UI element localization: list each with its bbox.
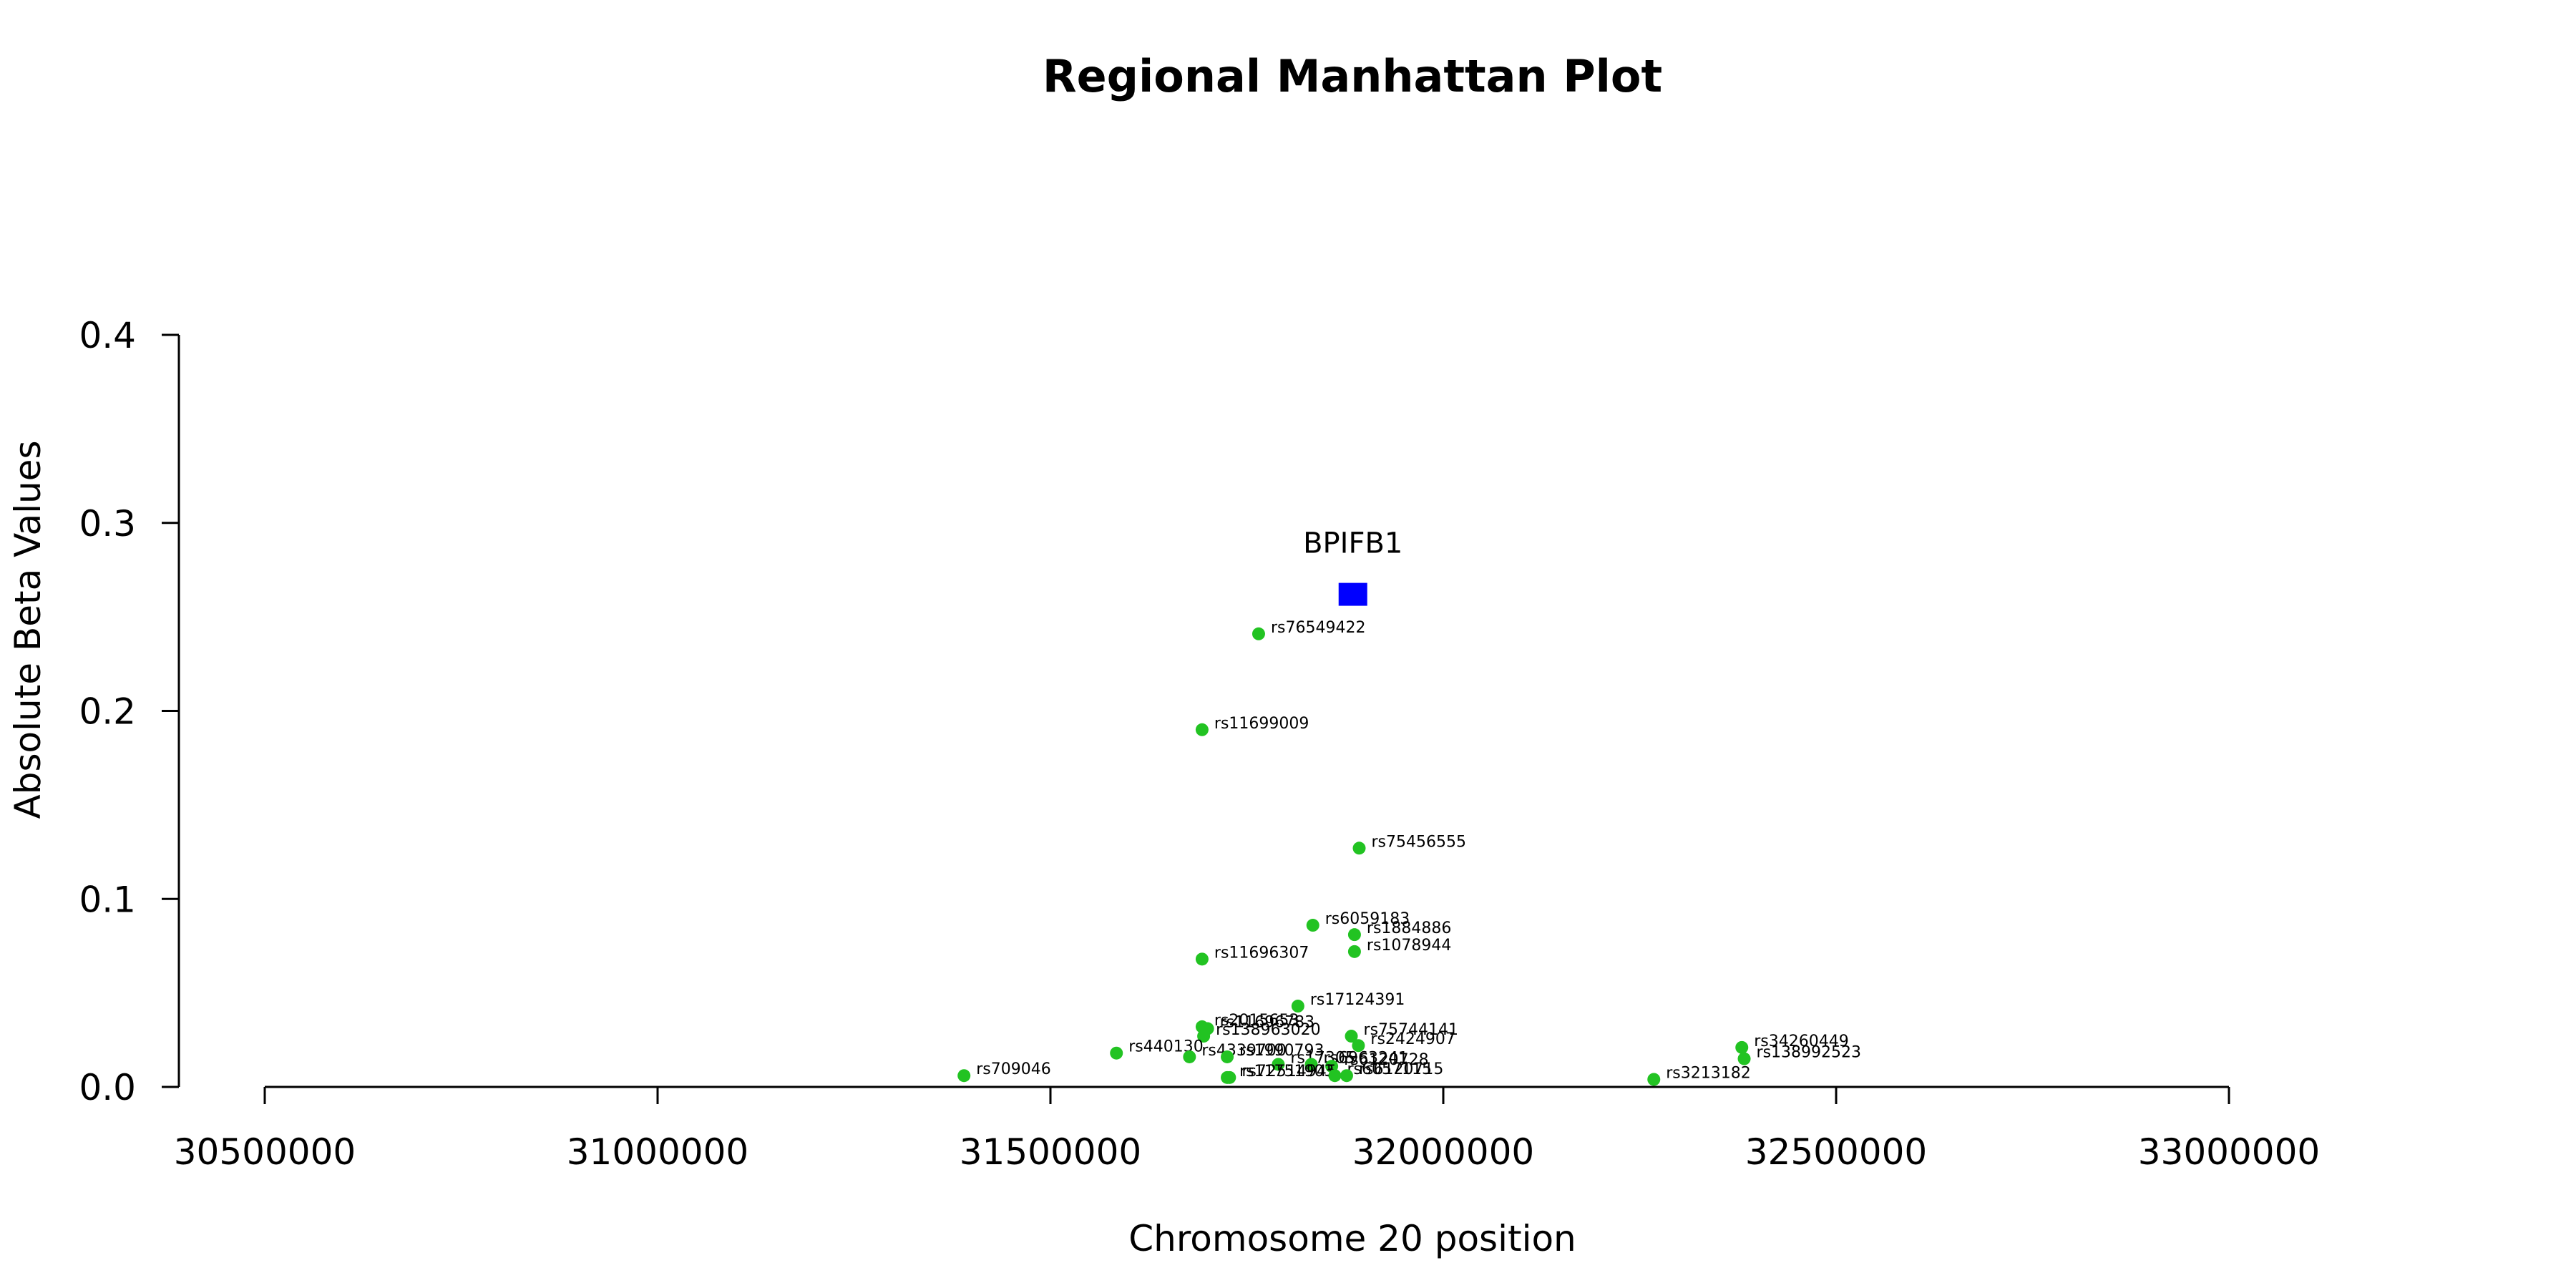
- snp-point: [1735, 1040, 1749, 1054]
- x-tick-label: 32000000: [1352, 1131, 1535, 1173]
- snp-point: [1195, 952, 1209, 966]
- snp-label: rs138992523: [1757, 1044, 1861, 1062]
- snp-label: rs17124391: [1310, 991, 1405, 1009]
- snp-point: [1291, 1000, 1304, 1013]
- snp-point: [1272, 1058, 1285, 1071]
- y-tick-label: 0.2: [79, 691, 136, 733]
- snp-label: rs2424907: [1370, 1030, 1455, 1048]
- snp-point: [1304, 1058, 1318, 1071]
- snp-point: [1197, 1030, 1211, 1043]
- snp-label: rs1078944: [1367, 937, 1452, 955]
- snp-label: rs6057115: [1347, 1060, 1432, 1078]
- snp-label: rs17305: [1290, 1049, 1355, 1067]
- snp-point: [1183, 1050, 1196, 1063]
- snp-point: [1306, 919, 1319, 932]
- snp-point: [1347, 945, 1361, 958]
- snp-point: [1737, 1052, 1751, 1065]
- snp-point: [1223, 1070, 1236, 1084]
- snp-label: rs1884886: [1367, 919, 1452, 937]
- snp-label: rs6120715: [1359, 1060, 1444, 1078]
- snp-point: [1340, 1069, 1353, 1083]
- snp-label: rs4339700: [1201, 1042, 1287, 1060]
- snp-label: rs11696307: [1214, 944, 1309, 962]
- x-tick-label: 32500000: [1745, 1131, 1928, 1173]
- snp-label: rs1990793: [1239, 1042, 1324, 1060]
- gene-marker: [1338, 582, 1367, 606]
- snp-label: rs75456555: [1372, 833, 1466, 851]
- snp-label: rs72514945: [1241, 1063, 1336, 1080]
- plot-marks: rs76549422rs11699009rs75456555rs6059183r…: [957, 527, 1861, 1086]
- x-tick-label: 33000000: [2138, 1131, 2321, 1173]
- snp-point: [1110, 1046, 1123, 1060]
- snp-point: [957, 1069, 971, 1083]
- snp-label: rs6120728: [1344, 1051, 1429, 1069]
- x-axis-label: Chromosome 20 position: [1128, 1218, 1576, 1259]
- snp-label: rs11699009: [1214, 715, 1309, 733]
- y-axis-label: Absolute Beta Values: [7, 441, 49, 819]
- snp-label: rs138963020: [1216, 1021, 1320, 1039]
- y-tick-label: 0.4: [79, 315, 136, 356]
- snp-point: [1347, 928, 1361, 942]
- y-tick-label: 0.0: [79, 1067, 136, 1108]
- x-tick-label: 31000000: [567, 1131, 749, 1173]
- snp-point: [1252, 627, 1265, 640]
- snp-point: [1195, 723, 1209, 736]
- y-tick-label: 0.3: [79, 503, 136, 545]
- snp-point: [1352, 1039, 1365, 1053]
- snp-point: [1221, 1050, 1234, 1063]
- snp-label: rs75744141: [1364, 1021, 1458, 1039]
- chart-title: Regional Manhattan Plot: [1043, 50, 1662, 102]
- snp-label: rs11751903: [1239, 1063, 1334, 1080]
- y-tick-label: 0.1: [79, 879, 136, 920]
- snp-point: [1352, 841, 1366, 855]
- snp-label: rs11696783: [1220, 1014, 1314, 1032]
- snp-label: rs76549422: [1271, 619, 1365, 637]
- x-tick-label: 30500000: [174, 1131, 356, 1173]
- snp-point: [1328, 1069, 1342, 1083]
- snp-label: rs34260449: [1754, 1033, 1848, 1050]
- snp-label: rs2015653: [1214, 1012, 1299, 1030]
- snp-point: [1647, 1073, 1661, 1086]
- gene-label: BPIFB1: [1303, 527, 1402, 560]
- snp-label: rs6059183: [1325, 910, 1410, 928]
- snp-point: [1345, 1030, 1358, 1043]
- snp-label: rs3213182: [1666, 1064, 1751, 1082]
- y-axis: 0.0 0.1 0.2 0.3 0.4: [79, 315, 180, 1108]
- x-tick-label: 31500000: [960, 1131, 1142, 1173]
- snp-label: rs709046: [976, 1060, 1051, 1078]
- x-axis: 30500000 31000000 31500000 32000000 32500000…: [174, 1085, 2321, 1173]
